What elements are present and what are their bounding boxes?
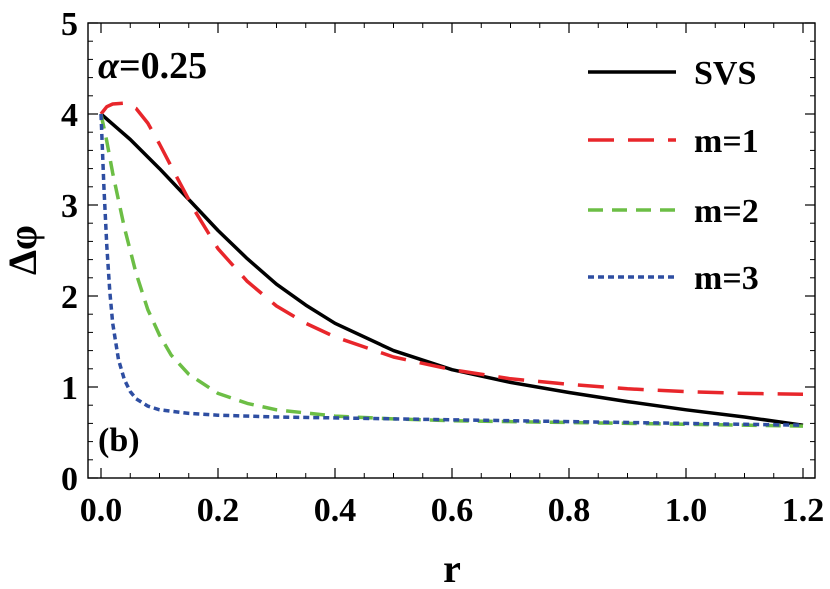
legend: SVS m=1 m=2 m=3 <box>588 55 759 297</box>
x-tick-label: 0.8 <box>548 492 591 529</box>
y-axis-title: Δφ <box>0 225 45 275</box>
x-tick-label: 1.2 <box>782 492 825 529</box>
legend-label-m-2: m=2 <box>694 193 759 230</box>
legend-label-svs: SVS <box>694 55 756 92</box>
y-tick-label: 1 <box>61 370 78 407</box>
series-line-svs <box>99 112 804 427</box>
alpha-symbol: α <box>98 45 120 87</box>
y-tick-label: 0 <box>61 461 78 498</box>
x-tick-label: 0.4 <box>314 492 357 529</box>
x-tick-label: 0.6 <box>431 492 474 529</box>
y-tick-label: 5 <box>61 6 78 43</box>
panel-label: (b) <box>98 422 140 459</box>
series-line-m-1 <box>99 101 804 397</box>
legend-label-m-3: m=3 <box>694 260 759 297</box>
tick-marks <box>88 22 815 479</box>
series-layer <box>99 101 804 428</box>
y-tick-label: 3 <box>61 188 78 225</box>
alpha-annotation: α=0.25 <box>98 45 207 87</box>
tick-labels: 0.0 0.2 0.4 0.6 0.8 1.0 1.2 0 1 2 3 4 5 <box>61 6 824 529</box>
y-tick-label: 4 <box>61 97 78 134</box>
x-tick-label: 1.0 <box>665 492 708 529</box>
series-line-m-2 <box>99 113 804 428</box>
x-axis-title: r <box>443 546 461 589</box>
y-tick-label: 2 <box>61 279 78 316</box>
legend-label-m-1: m=1 <box>694 123 759 160</box>
series-line-m-3 <box>99 113 804 427</box>
x-tick-label: 0.2 <box>197 492 240 529</box>
x-tick-label: 0.0 <box>80 492 123 529</box>
alpha-value: =0.25 <box>119 45 207 87</box>
